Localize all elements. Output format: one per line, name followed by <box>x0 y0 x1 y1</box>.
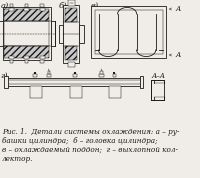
Text: А: А <box>175 51 180 59</box>
Bar <box>40 60 44 63</box>
Bar <box>4 76 8 88</box>
Text: Рис. 1.  Детали системы охлаждения: а – ру-: Рис. 1. Детали системы охлаждения: а – р… <box>2 128 179 136</box>
Bar <box>40 4 44 7</box>
Bar <box>10 60 13 63</box>
Bar <box>25 4 28 7</box>
Bar <box>91 6 166 58</box>
Text: б): б) <box>59 2 67 10</box>
Bar <box>95 10 163 54</box>
Bar <box>4 21 49 46</box>
Bar <box>68 62 75 67</box>
Bar <box>73 74 77 77</box>
Bar <box>0 21 3 46</box>
Text: А–А: А–А <box>151 72 165 80</box>
Bar <box>109 86 121 98</box>
Bar <box>151 80 164 100</box>
Text: г): г) <box>1 72 8 80</box>
Bar <box>30 86 42 98</box>
Bar <box>9 8 14 11</box>
Bar <box>65 46 77 60</box>
Bar <box>3 7 51 60</box>
Text: башки цилиндра;  б – головка цилиндра;: башки цилиндра; б – головка цилиндра; <box>2 137 157 145</box>
Text: в – охлаждаемый поддон;  г – выхлопной кол-: в – охлаждаемый поддон; г – выхлопной ко… <box>2 146 178 154</box>
Bar <box>33 74 37 77</box>
Bar <box>47 74 51 77</box>
Bar <box>4 9 49 21</box>
Bar <box>79 25 84 43</box>
Text: лектор.: лектор. <box>2 155 33 163</box>
Bar <box>154 83 164 97</box>
Bar <box>51 21 55 46</box>
Bar <box>40 8 45 11</box>
Bar <box>48 71 50 74</box>
Bar <box>63 5 79 63</box>
Bar <box>7 78 141 86</box>
Bar <box>68 0 75 6</box>
Bar <box>24 56 29 59</box>
Bar <box>34 72 36 74</box>
Bar <box>113 72 115 74</box>
Bar <box>9 56 14 59</box>
Bar <box>74 72 76 74</box>
Bar <box>113 74 116 77</box>
Bar <box>70 86 82 98</box>
Text: в): в) <box>91 2 99 10</box>
Bar <box>4 46 49 58</box>
Bar <box>65 8 77 22</box>
Bar <box>25 60 28 63</box>
Bar <box>59 25 63 43</box>
Text: а): а) <box>1 2 9 10</box>
Text: А: А <box>175 5 180 13</box>
Bar <box>40 56 45 59</box>
Bar <box>99 74 104 77</box>
Bar <box>10 4 13 7</box>
Bar <box>100 71 103 74</box>
Bar <box>24 8 29 11</box>
Bar <box>140 76 143 88</box>
